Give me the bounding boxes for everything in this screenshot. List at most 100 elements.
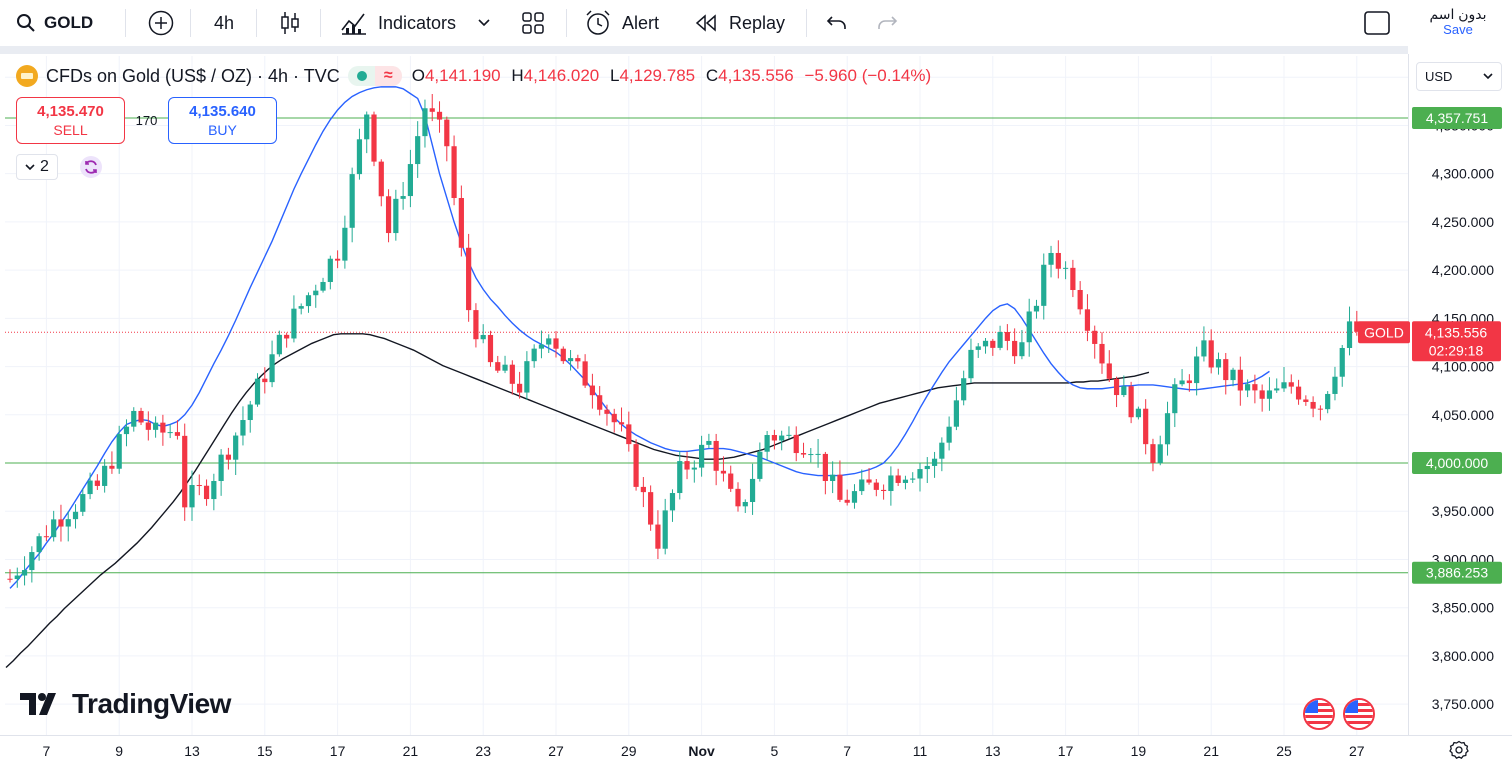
- market-status-badge[interactable]: ≈: [347, 66, 402, 86]
- candle[interactable]: [640, 477, 646, 508]
- candle[interactable]: [1208, 329, 1214, 374]
- candle[interactable]: [21, 556, 28, 586]
- candle[interactable]: [160, 414, 166, 446]
- candle[interactable]: [123, 419, 130, 447]
- candle[interactable]: [851, 484, 858, 509]
- candle[interactable]: [276, 330, 282, 357]
- fullscreen-button[interactable]: [1364, 0, 1390, 46]
- candle[interactable]: [43, 525, 49, 542]
- candle[interactable]: [757, 442, 763, 482]
- candle[interactable]: [400, 181, 406, 210]
- us-flag-icon[interactable]: [1303, 698, 1335, 730]
- candle[interactable]: [997, 325, 1003, 351]
- candle[interactable]: [415, 121, 421, 178]
- candle[interactable]: [269, 340, 275, 388]
- candle[interactable]: [910, 472, 916, 483]
- candle[interactable]: [1310, 396, 1316, 418]
- candle[interactable]: [822, 451, 828, 495]
- candle[interactable]: [385, 189, 392, 243]
- candle[interactable]: [1164, 401, 1171, 456]
- candle[interactable]: [182, 423, 188, 521]
- candle[interactable]: [189, 470, 195, 521]
- candle[interactable]: [1266, 377, 1273, 411]
- candle[interactable]: [735, 482, 741, 512]
- candle[interactable]: [800, 442, 807, 458]
- candle[interactable]: [699, 435, 705, 477]
- candle[interactable]: [36, 533, 42, 561]
- candle[interactable]: [924, 457, 930, 484]
- candle[interactable]: [356, 128, 363, 180]
- candle[interactable]: [233, 432, 239, 476]
- ema-fast-path[interactable]: [9, 86, 1270, 589]
- candle[interactable]: [873, 478, 879, 497]
- candle[interactable]: [1346, 306, 1353, 356]
- candle[interactable]: [1223, 352, 1229, 395]
- candle[interactable]: [1303, 395, 1309, 406]
- candle[interactable]: [830, 461, 836, 494]
- candle[interactable]: [371, 111, 377, 167]
- candle[interactable]: [990, 338, 996, 356]
- candle[interactable]: [669, 489, 676, 522]
- candle[interactable]: [393, 189, 399, 241]
- tradingview-logo[interactable]: TradingView: [20, 688, 231, 720]
- undo-button[interactable]: [826, 0, 848, 46]
- horizontal-lines[interactable]: [5, 117, 1408, 574]
- candle[interactable]: [1033, 299, 1040, 319]
- candle[interactable]: [662, 498, 668, 555]
- ema-slow-line[interactable]: [5, 333, 1150, 668]
- candle[interactable]: [531, 344, 537, 368]
- candle[interactable]: [65, 511, 71, 542]
- candle[interactable]: [262, 367, 268, 394]
- candle[interactable]: [429, 93, 435, 122]
- candle[interactable]: [1281, 366, 1287, 392]
- candle[interactable]: [1215, 352, 1222, 375]
- candle[interactable]: [473, 303, 479, 348]
- candle[interactable]: [859, 469, 865, 495]
- candle[interactable]: [1194, 346, 1200, 396]
- candle[interactable]: [684, 451, 690, 480]
- candle[interactable]: [167, 424, 173, 439]
- candle[interactable]: [749, 463, 756, 515]
- candle[interactable]: [109, 451, 115, 474]
- candle[interactable]: [495, 355, 501, 373]
- candle[interactable]: [575, 354, 581, 369]
- candle[interactable]: [815, 439, 821, 468]
- candle[interactable]: [597, 386, 603, 416]
- candle[interactable]: [349, 167, 355, 243]
- candle[interactable]: [771, 429, 777, 450]
- candle[interactable]: [451, 135, 457, 206]
- candle[interactable]: [247, 400, 253, 433]
- candle[interactable]: [58, 504, 64, 542]
- chart-type-button[interactable]: [278, 0, 302, 46]
- candle[interactable]: [116, 425, 122, 474]
- candle[interactable]: [1157, 435, 1163, 466]
- candle[interactable]: [902, 475, 909, 490]
- candle[interactable]: [946, 416, 952, 451]
- candle[interactable]: [917, 462, 923, 492]
- candle[interactable]: [553, 331, 559, 358]
- chart-pane[interactable]: [5, 54, 1505, 768]
- candle[interactable]: [713, 433, 719, 486]
- candle[interactable]: [706, 433, 712, 448]
- candle[interactable]: [480, 324, 486, 344]
- candle[interactable]: [1274, 378, 1280, 393]
- candle[interactable]: [225, 447, 231, 470]
- candle[interactable]: [560, 346, 566, 364]
- candle[interactable]: [203, 479, 210, 506]
- candle[interactable]: [742, 499, 748, 514]
- candle[interactable]: [1092, 325, 1098, 359]
- candle[interactable]: [1339, 344, 1345, 387]
- candle[interactable]: [953, 386, 959, 431]
- candle[interactable]: [1237, 356, 1243, 406]
- candle[interactable]: [786, 426, 792, 439]
- refresh-icon[interactable]: [80, 156, 102, 178]
- candle[interactable]: [888, 466, 894, 506]
- candle[interactable]: [517, 371, 523, 399]
- candle[interactable]: [1128, 381, 1134, 424]
- candle[interactable]: [881, 484, 887, 500]
- candle[interactable]: [1019, 329, 1025, 360]
- candle[interactable]: [538, 330, 545, 359]
- indicators-collapse-button[interactable]: 2: [16, 154, 58, 180]
- candle[interactable]: [305, 292, 312, 313]
